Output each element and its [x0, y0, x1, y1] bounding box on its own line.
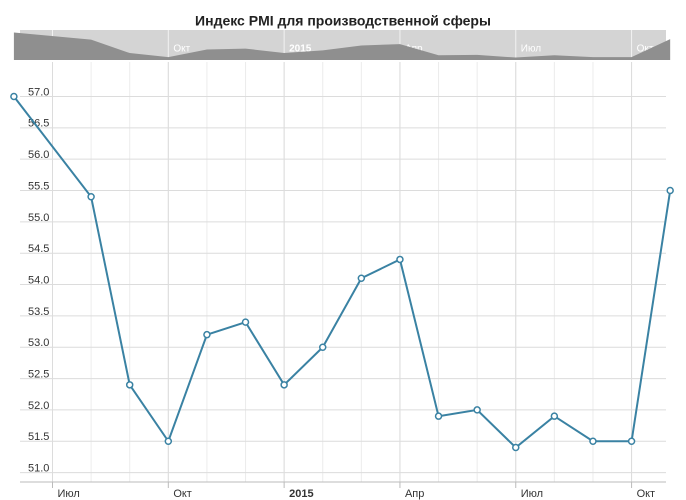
y-tick-label: 55.0: [28, 212, 49, 224]
navigator-area: [13, 32, 671, 60]
chart-title: Индекс PMI для производственной сферы: [195, 13, 491, 29]
navigator-label: Окт: [173, 44, 190, 55]
y-tick-label: 57.0: [28, 86, 49, 98]
point: [203, 330, 211, 339]
point: [10, 92, 18, 101]
y-tick-label: 51.5: [28, 431, 49, 443]
y-tick-label: 56.0: [28, 149, 49, 161]
point: [473, 406, 481, 414]
y-tick-label: 54.5: [28, 243, 49, 255]
x-tick-label: Апр: [405, 488, 424, 500]
navigator-label: Июл: [521, 44, 541, 55]
y-tick-label: 55.5: [28, 180, 49, 192]
plot-area: 51.0 51.5 52.0 52.5 53.0 53.5 54.0 54.5 55.0 55.5…: [10, 62, 674, 500]
point: [512, 443, 520, 452]
point: [357, 274, 366, 283]
y-tick-label: 52.5: [28, 368, 49, 380]
point: [666, 186, 674, 195]
point: [164, 437, 173, 446]
point: [589, 437, 597, 446]
navigator-label: Окт: [637, 44, 654, 55]
point: [318, 343, 327, 351]
point: [125, 381, 134, 389]
navigator-label: 2015: [289, 44, 312, 55]
point: [396, 255, 404, 264]
y-tick-label: 53.5: [28, 306, 49, 318]
x-tick-label: Июл: [58, 488, 80, 500]
point: [550, 412, 559, 420]
series-line: [13, 95, 672, 449]
x-tick-label: Окт: [637, 488, 656, 500]
y-tick-label: 52.0: [28, 400, 49, 412]
point: [241, 318, 250, 326]
point: [434, 412, 443, 420]
y-tick-label: 51.0: [28, 463, 49, 475]
x-tick-label: Окт: [173, 488, 192, 500]
point: [87, 193, 95, 201]
point: [280, 381, 288, 389]
y-tick-label: 53.0: [28, 337, 49, 349]
y-tick-label: 54.0: [28, 274, 49, 286]
point: [627, 437, 636, 446]
x-tick-label: 2015: [289, 488, 313, 500]
x-tick-label: Июл: [521, 488, 543, 500]
